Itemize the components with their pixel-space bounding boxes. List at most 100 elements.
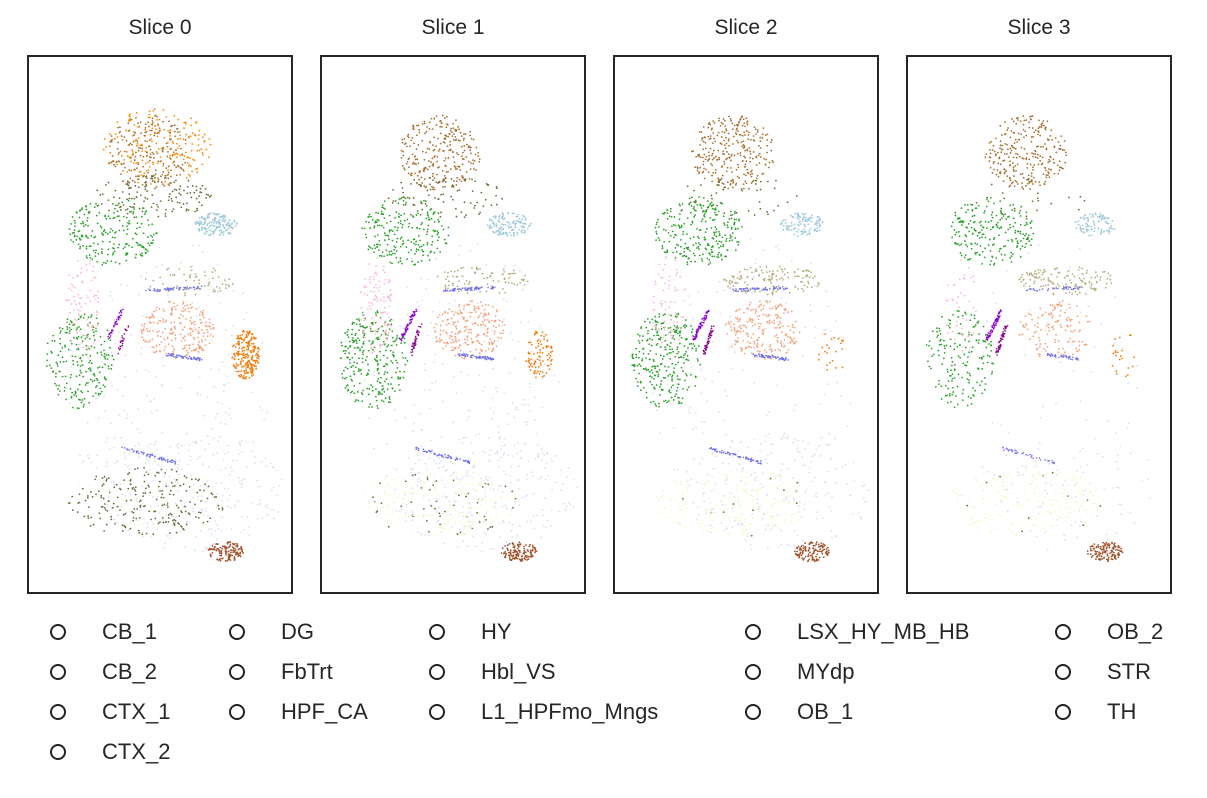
scatter-point [542,524,545,527]
scatter-point [163,310,166,313]
scatter-point [152,495,155,498]
scatter-point [149,339,152,342]
scatter-point [104,231,107,234]
scatter-point [203,271,206,273]
scatter-point [496,187,498,190]
scatter-point [398,198,401,200]
scatter-point [141,254,144,257]
scatter-point [511,523,514,526]
scatter-point [126,198,128,201]
scatter-point [179,313,182,316]
scatter-point [446,115,448,118]
scatter-point [408,157,411,160]
scatter-point [444,241,447,244]
scatter-point [431,128,434,130]
scatter-point [157,215,160,218]
scatter-point [151,123,154,126]
scatter-point [66,318,69,321]
scatter-point [478,473,480,476]
scatter-point [251,391,254,394]
scatter-point [539,340,542,343]
scatter-point [404,417,407,420]
scatter-point [102,497,105,500]
scatter-point [59,350,62,353]
scatter-point [186,349,188,352]
scatter-point [148,317,151,320]
scatter-point [93,334,95,337]
scatter-point [113,437,116,439]
scatter-point [461,522,463,525]
scatter-point [82,222,85,225]
scatter-point [199,220,201,223]
scatter-point [126,170,129,173]
scatter-point [142,492,145,494]
scatter-point [498,319,501,322]
scatter-point [74,286,76,289]
scatter-point [483,308,486,311]
scatter-point [240,360,242,363]
scatter-point [515,557,518,560]
scatter-point [97,243,99,246]
scatter-point [98,371,101,374]
scatter-point [521,403,523,406]
scatter-point [123,166,126,169]
scatter-point [217,290,219,292]
scatter-point [425,130,428,133]
scatter-point [177,443,179,446]
scatter-point [448,500,451,503]
scatter-point [114,207,116,210]
scatter-point [275,494,278,497]
scatter-point [251,342,253,345]
scatter-point [220,481,223,484]
scatter-point [377,390,380,393]
scatter-point [89,257,92,259]
scatter-point [239,547,242,550]
scatter-point [84,337,87,340]
scatter-point [201,136,204,139]
scatter-point [534,551,536,554]
scatter-point [361,393,364,396]
scatter-point [81,280,84,283]
scatter-point [149,443,152,446]
scatter-point [239,362,242,364]
scatter-point [101,193,104,196]
scatter-point [201,311,204,314]
scatter-point [536,352,539,354]
scatter-point [147,121,150,124]
scatter-point [165,289,167,291]
scatter-point [183,501,186,504]
scatter-point [507,225,510,227]
scatter-point [380,376,382,379]
scatter-point [153,289,155,292]
scatter-point [470,152,472,155]
scatter-point [85,255,88,257]
scatter-point [420,245,423,248]
scatter-point [128,186,131,189]
scatter-point [149,322,152,325]
scatter-point [175,470,178,473]
scatter-point [388,498,391,501]
scatter-point [130,210,133,213]
scatter-point [190,349,193,352]
scatter-point [245,369,248,372]
scatter-point [465,521,468,523]
scatter-point [206,216,209,219]
scatter-point [434,353,437,356]
scatter-point [467,501,470,504]
scatter-point [246,356,249,359]
scatter-point [188,347,191,350]
scatter-point [387,506,390,508]
scatter-point [445,342,448,344]
scatter-point [472,535,475,538]
scatter-point [392,351,395,354]
scatter-point [171,524,174,527]
scatter-point [112,202,114,205]
scatter-point [127,199,130,202]
scatter-point [73,394,75,397]
scatter-point [522,552,525,555]
scatter-point [147,288,150,290]
scatter-point [84,302,87,305]
scatter-point [87,212,90,214]
scatter-point [123,409,126,412]
scatter-point [510,481,512,484]
